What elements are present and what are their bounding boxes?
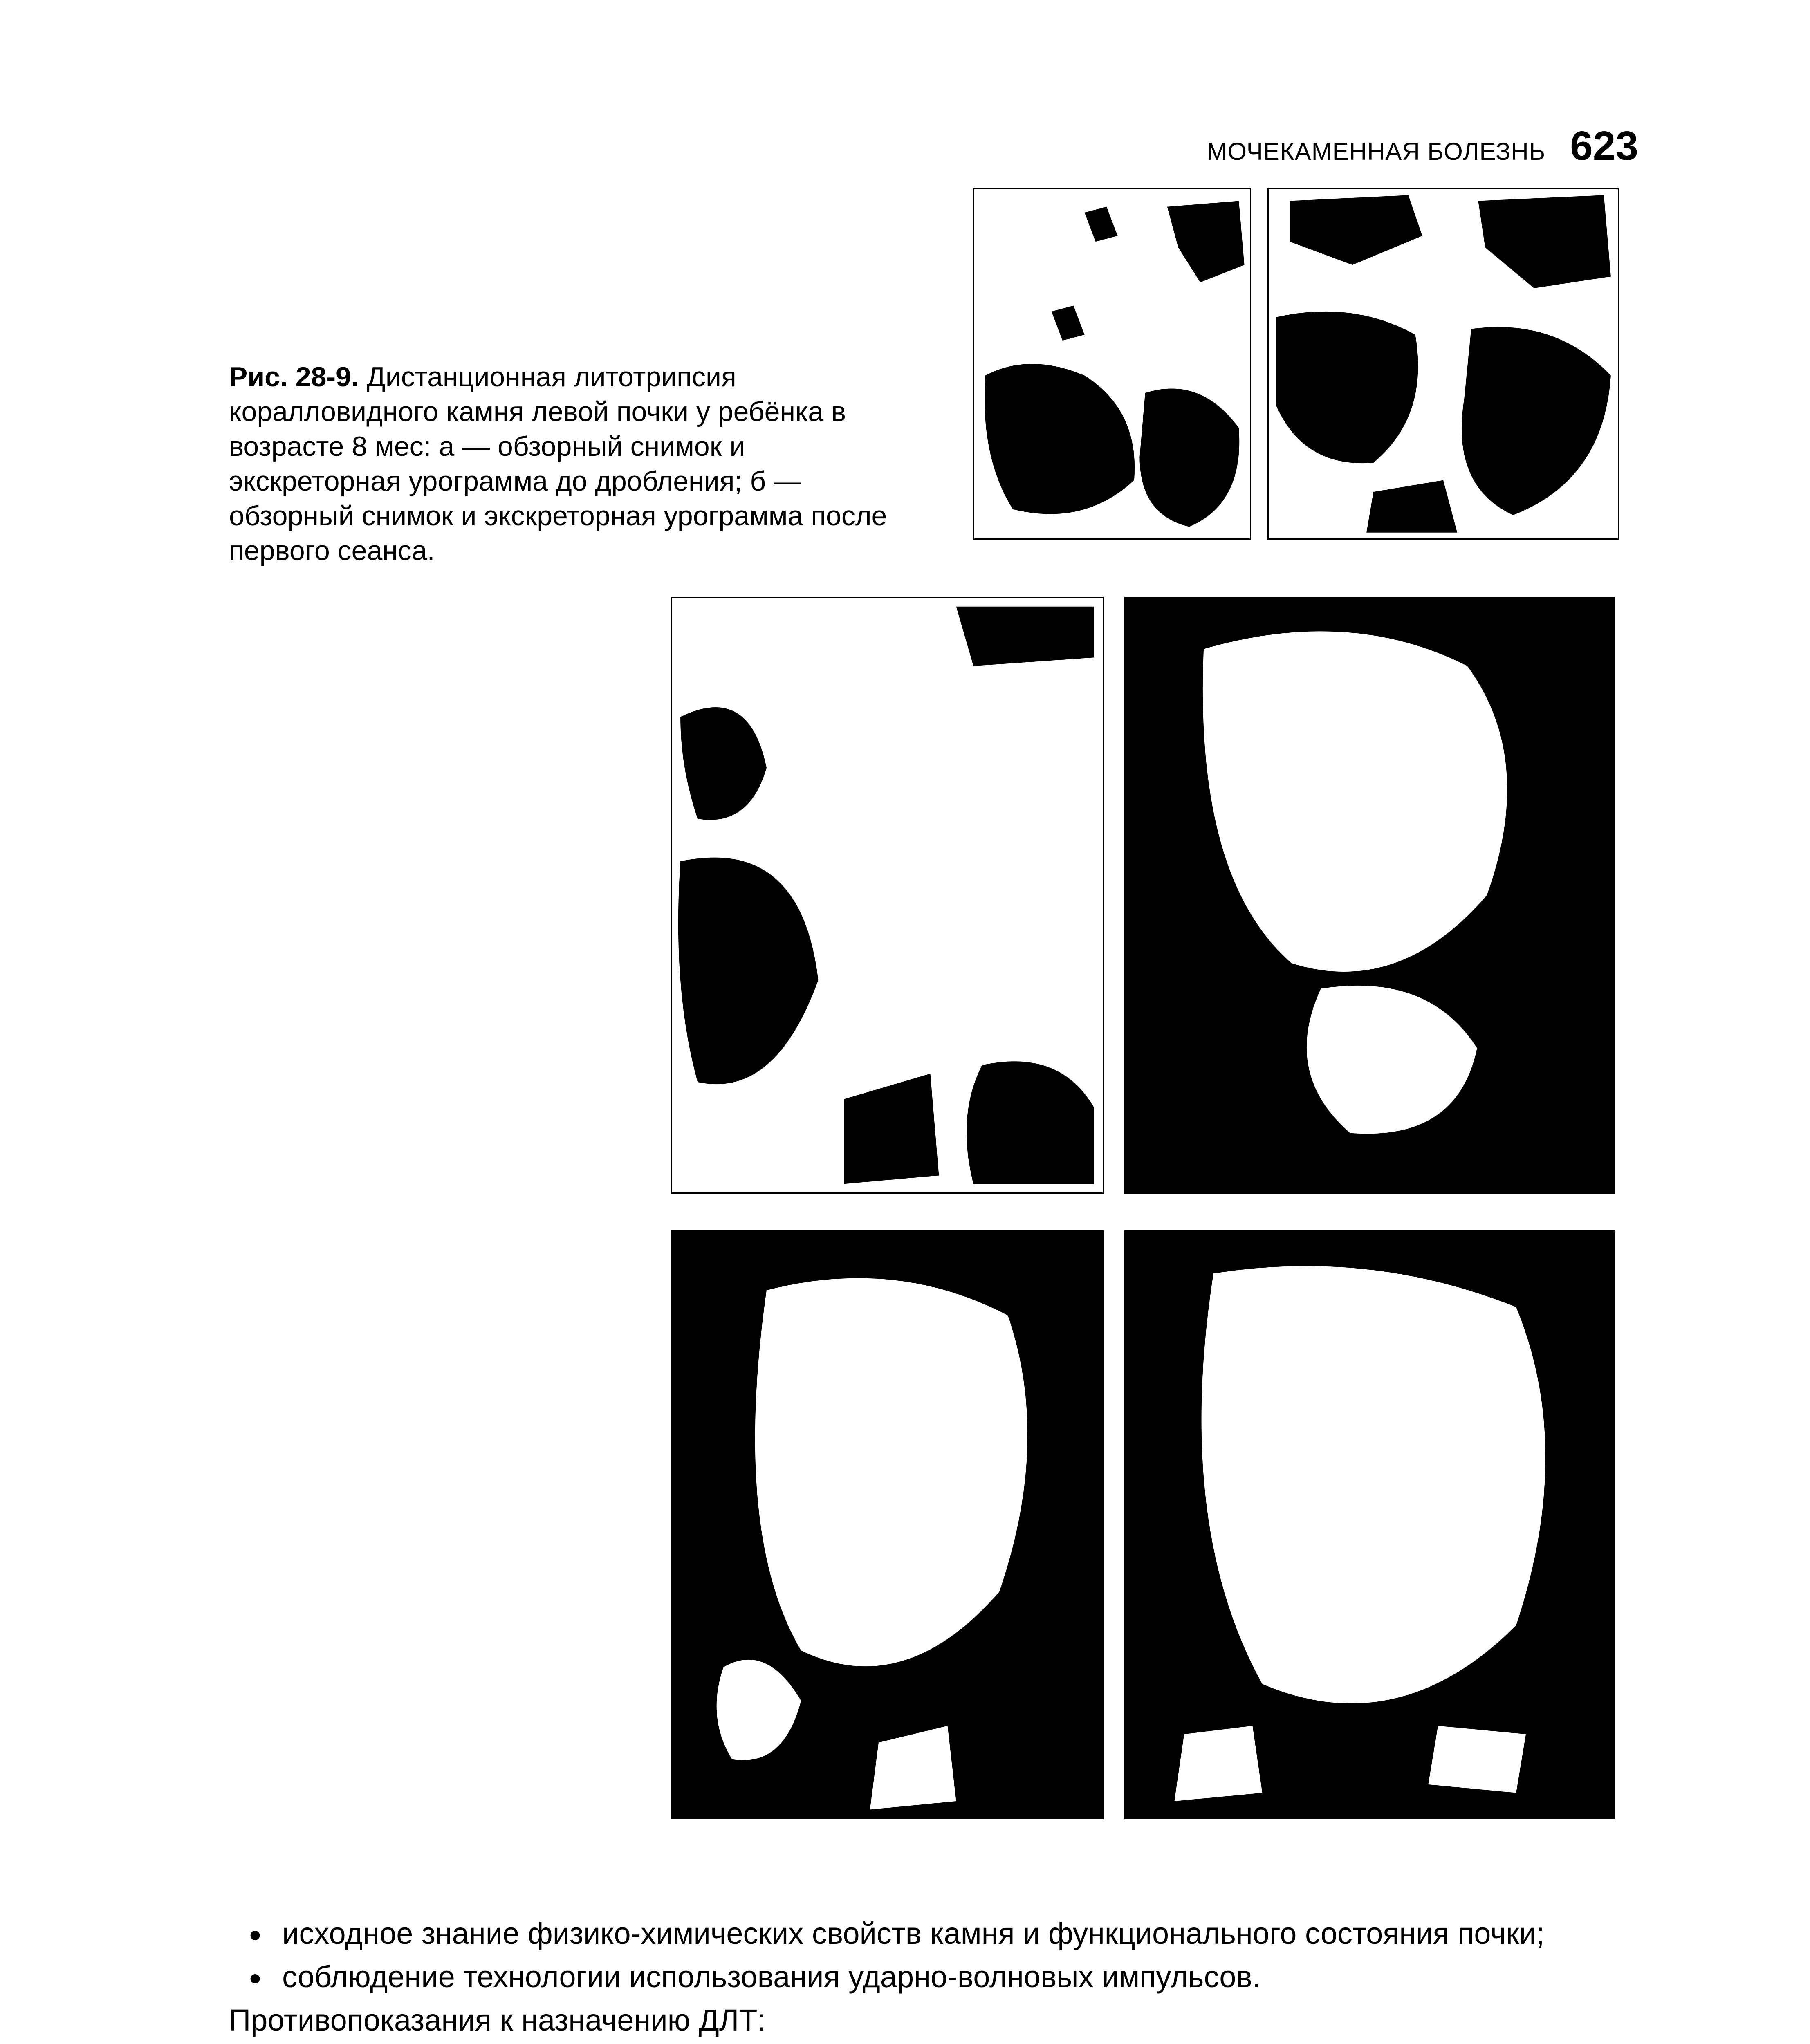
page-header: МОЧЕКАМЕННАЯ БОЛЕЗНЬ 623 bbox=[1207, 123, 1638, 170]
list-item: исходное знание физико-химических свойст… bbox=[282, 1913, 1638, 1954]
list-item: соблюдение технологии использования удар… bbox=[282, 1957, 1638, 1997]
body-text: исходное знание физико-химических свойст… bbox=[229, 1913, 1638, 2044]
page-container: МОЧЕКАМЕННАЯ БОЛЕЗНЬ 623 Рис. 28-9. Дист… bbox=[0, 0, 1810, 2044]
page-number: 623 bbox=[1570, 123, 1638, 170]
bullet-list-top: исходное знание физико-химических свойст… bbox=[229, 1913, 1638, 1997]
figure-image-a1 bbox=[973, 188, 1251, 540]
figure-image-c1 bbox=[671, 1230, 1104, 1819]
figure-label: Рис. 28-9. bbox=[229, 361, 359, 392]
figure-image-b2 bbox=[1124, 597, 1615, 1194]
contra-heading: Противопоказания к назначению ДЛТ: bbox=[229, 2000, 1638, 2041]
running-title: МОЧЕКАМЕННАЯ БОЛЕЗНЬ bbox=[1207, 137, 1545, 166]
figure-image-a2 bbox=[1267, 188, 1619, 540]
figure-caption: Рис. 28-9. Дистанционная литотрипсия кор… bbox=[229, 360, 916, 568]
figure-image-c2 bbox=[1124, 1230, 1615, 1819]
list-item: невозможность выведения камня в фокус уд… bbox=[282, 2042, 1638, 2044]
bullet-list-contra: невозможность выведения камня в фокус уд… bbox=[229, 2042, 1638, 2044]
figure-image-b1 bbox=[671, 597, 1104, 1194]
